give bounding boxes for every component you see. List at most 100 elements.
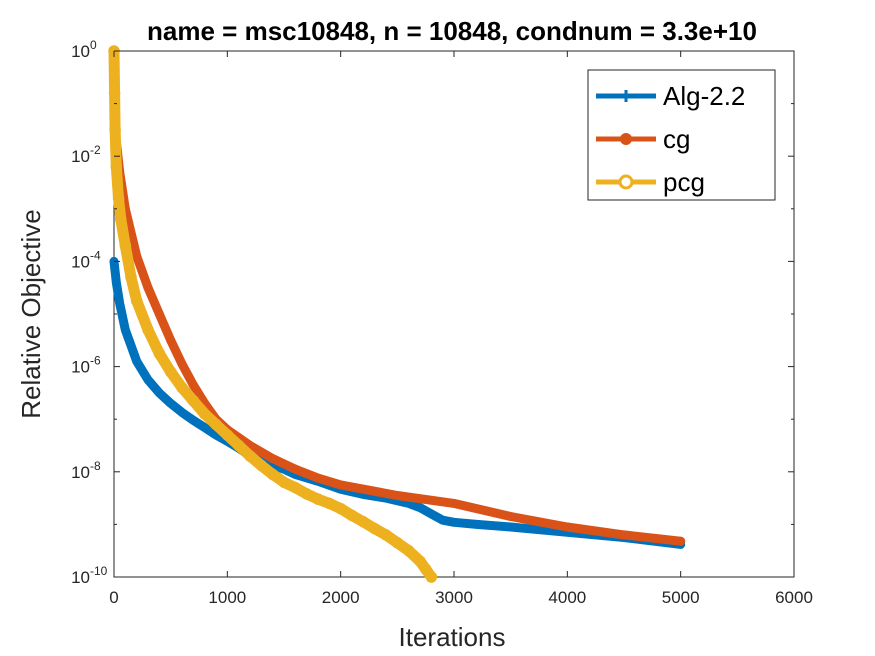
series-point: [391, 537, 404, 549]
y-tick-label: 10: [71, 463, 90, 482]
y-tick-exponent: 0: [90, 38, 97, 52]
series-point: [153, 347, 166, 360]
series-point: [176, 381, 188, 394]
y-tick-base: 10: [71, 147, 90, 166]
series-point: [132, 357, 141, 366]
legend-item-pcg: pcg: [596, 167, 705, 197]
series-point: [121, 325, 130, 334]
series-point: [144, 375, 152, 384]
legend-box: [587, 69, 776, 201]
y-tick-exponent: -2: [90, 143, 101, 157]
series-point: [154, 309, 164, 319]
series-point: [266, 468, 279, 481]
series-point: [112, 192, 125, 205]
legend-marker: [618, 174, 634, 190]
x-tick-label: 4000: [548, 588, 586, 607]
series-point: [438, 516, 447, 525]
series-point: [109, 124, 121, 136]
series-point: [289, 481, 302, 494]
series-point: [142, 324, 154, 336]
chart-title: name = msc10848, n = 10848, condnum = 3.…: [147, 16, 757, 46]
series-point: [278, 476, 290, 489]
legend-item-cg: cg: [596, 124, 690, 154]
series-point: [164, 366, 177, 378]
y-tick-exponent: -4: [90, 248, 101, 262]
x-tick-label: 5000: [662, 588, 700, 607]
x-tick-label: 2000: [322, 588, 360, 607]
series-point: [143, 283, 153, 293]
series-point: [419, 563, 432, 575]
series-point: [392, 490, 402, 500]
legend-label: pcg: [663, 167, 705, 197]
y-tick-exponent: -8: [90, 459, 101, 473]
series-point: [506, 512, 516, 522]
y-tick-label: 10: [71, 42, 90, 61]
x-axis-label: Iterations: [399, 622, 506, 652]
y-tick-base: 10: [71, 358, 90, 377]
series-point: [425, 571, 438, 583]
series-point: [472, 520, 481, 529]
y-tick-base: 10: [71, 463, 90, 482]
y-tick-label: 10: [71, 568, 90, 587]
series-point: [177, 359, 187, 369]
legend: Alg-2.2 cg pcg: [587, 69, 776, 201]
series-point: [427, 509, 436, 518]
series-point: [210, 418, 222, 431]
series-layer: [108, 45, 686, 583]
series-point: [346, 509, 358, 522]
y-tick-base: 10: [71, 252, 90, 271]
series-point: [132, 251, 142, 261]
series-point: [450, 518, 458, 527]
y-tick-label: 10: [71, 358, 90, 377]
series-point: [402, 544, 415, 557]
series-point: [110, 160, 123, 173]
series-point: [506, 523, 515, 532]
y-tick-base: 10: [71, 568, 90, 587]
series-point: [336, 480, 346, 490]
legend-item-alg-2-2: Alg-2.2: [596, 81, 745, 111]
series-point: [108, 87, 121, 99]
series-point: [198, 408, 211, 420]
series-point: [125, 271, 137, 283]
series-point: [562, 522, 572, 532]
y-tick-label: 10: [71, 147, 90, 166]
series-point: [313, 473, 323, 483]
y-tick-exponent: -10: [90, 564, 108, 578]
series-point: [115, 299, 124, 308]
series-point: [312, 493, 324, 505]
y-tick-exponent: -6: [90, 354, 101, 368]
series-point: [178, 408, 186, 417]
series-point: [221, 429, 234, 441]
y-tick-base: 10: [71, 42, 90, 61]
series-point: [357, 516, 370, 528]
x-tick-label: 6000: [775, 588, 813, 607]
series-point: [449, 498, 459, 508]
series-point: [255, 459, 268, 472]
series-point: [200, 423, 209, 432]
series-point: [166, 335, 176, 345]
series-point: [300, 488, 313, 500]
series-point: [676, 536, 686, 546]
y-axis-label: Relative Objective: [16, 209, 46, 419]
series-point: [290, 464, 300, 474]
series-point: [130, 295, 143, 307]
legend-label: Alg-2.2: [663, 81, 745, 111]
series-point: [268, 454, 278, 464]
x-tick-label: 0: [109, 588, 118, 607]
series-point: [334, 502, 347, 515]
x-tick-label: 3000: [435, 588, 473, 607]
series-point: [244, 450, 256, 462]
legend-label: cg: [663, 124, 690, 154]
legend-marker: [620, 133, 632, 145]
series-point: [188, 380, 198, 390]
series-point: [619, 530, 629, 540]
y-tick-label: 10: [71, 252, 90, 271]
x-tick-label: 1000: [208, 588, 246, 607]
series-point: [416, 503, 424, 512]
series-point: [155, 388, 164, 397]
series-point: [112, 278, 121, 287]
series-point: [368, 522, 381, 535]
series-point: [115, 213, 127, 226]
